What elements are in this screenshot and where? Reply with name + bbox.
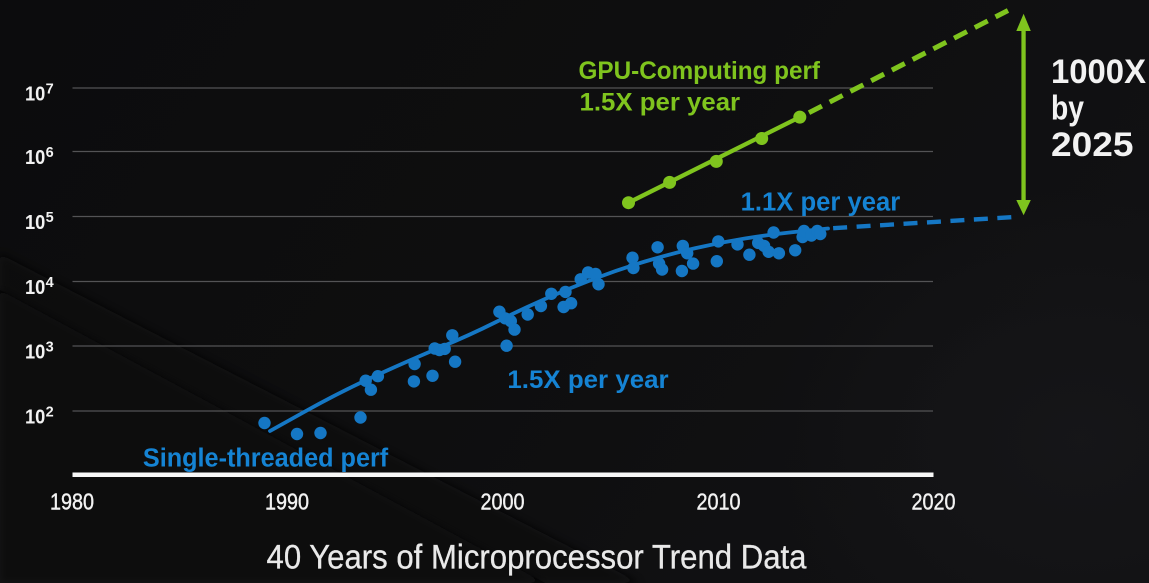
svg-text:1980: 1980 <box>50 489 94 515</box>
svg-text:GPU-Computing perf: GPU-Computing perf <box>579 57 821 85</box>
svg-text:2: 2 <box>46 405 54 421</box>
svg-text:1990: 1990 <box>265 489 309 515</box>
svg-text:10: 10 <box>25 83 45 106</box>
svg-text:7: 7 <box>46 82 54 98</box>
svg-text:10: 10 <box>25 406 45 429</box>
svg-text:10: 10 <box>25 341 45 364</box>
svg-text:Single-threaded perf: Single-threaded perf <box>143 445 389 473</box>
svg-text:1.1X per year: 1.1X per year <box>741 189 901 217</box>
svg-text:2010: 2010 <box>697 489 741 515</box>
svg-text:1.5X per year: 1.5X per year <box>507 366 668 394</box>
svg-text:2025: 2025 <box>1051 126 1134 164</box>
svg-text:1000X: 1000X <box>1051 53 1146 91</box>
svg-text:40 Years of Microprocessor Tre: 40 Years of Microprocessor Trend Data <box>267 539 808 577</box>
svg-text:10: 10 <box>25 146 45 169</box>
svg-text:by: by <box>1051 90 1084 128</box>
svg-text:10: 10 <box>25 276 45 299</box>
svg-text:5: 5 <box>46 210 54 226</box>
svg-text:2020: 2020 <box>912 489 956 515</box>
svg-text:4: 4 <box>46 275 54 291</box>
svg-text:3: 3 <box>46 340 54 356</box>
svg-text:10: 10 <box>25 211 45 234</box>
svg-text:2000: 2000 <box>481 489 525 515</box>
svg-text:6: 6 <box>46 145 54 161</box>
svg-text:1.5X per year: 1.5X per year <box>580 89 741 117</box>
